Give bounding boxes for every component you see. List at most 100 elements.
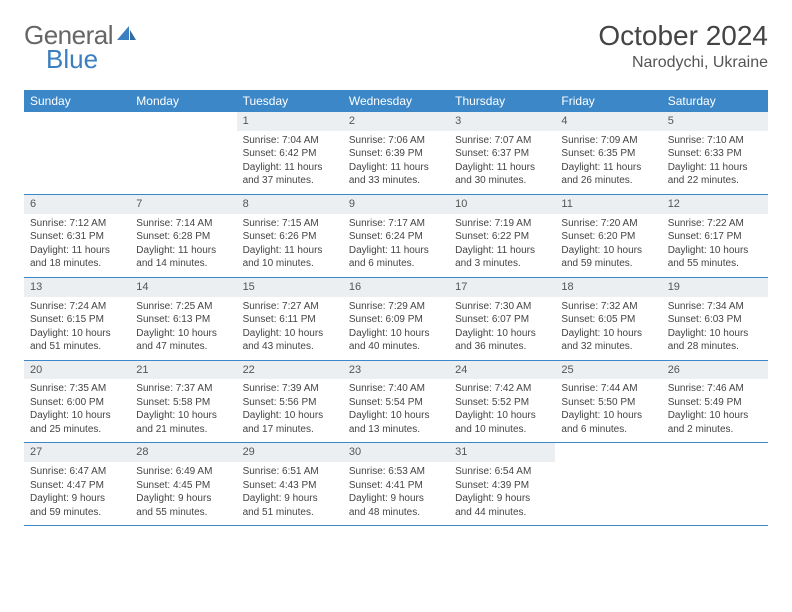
sail-icon [115, 20, 137, 51]
day-cell: 31Sunrise: 6:54 AMSunset: 4:39 PMDayligh… [449, 443, 555, 525]
sunrise-text: Sunrise: 7:09 AM [561, 134, 655, 148]
title-block: October 2024 Narodychi, Ukraine [598, 20, 768, 72]
day-body: Sunrise: 7:30 AMSunset: 6:07 PMDaylight:… [449, 297, 555, 360]
day-number: 11 [555, 195, 661, 214]
sunset-text: Sunset: 5:52 PM [455, 396, 549, 410]
sunrise-text: Sunrise: 7:35 AM [30, 382, 124, 396]
location: Narodychi, Ukraine [598, 54, 768, 72]
day-body: Sunrise: 7:35 AMSunset: 6:00 PMDaylight:… [24, 379, 130, 442]
day-cell: 25Sunrise: 7:44 AMSunset: 5:50 PMDayligh… [555, 361, 661, 443]
weekday-label: Saturday [662, 90, 768, 112]
day-cell [662, 443, 768, 525]
day-cell: 30Sunrise: 6:53 AMSunset: 4:41 PMDayligh… [343, 443, 449, 525]
day-number: 16 [343, 278, 449, 297]
sunset-text: Sunset: 6:33 PM [668, 147, 762, 161]
calendar: Sunday Monday Tuesday Wednesday Thursday… [24, 90, 768, 526]
sunrise-text: Sunrise: 7:06 AM [349, 134, 443, 148]
daylight-text: Daylight: 10 hours and 21 minutes. [136, 409, 230, 436]
sunrise-text: Sunrise: 7:44 AM [561, 382, 655, 396]
sunset-text: Sunset: 6:26 PM [243, 230, 337, 244]
day-cell: 26Sunrise: 7:46 AMSunset: 5:49 PMDayligh… [662, 361, 768, 443]
sunrise-text: Sunrise: 7:17 AM [349, 217, 443, 231]
daylight-text: Daylight: 9 hours and 55 minutes. [136, 492, 230, 519]
sunrise-text: Sunrise: 7:37 AM [136, 382, 230, 396]
daylight-text: Daylight: 10 hours and 47 minutes. [136, 327, 230, 354]
day-body: Sunrise: 7:04 AMSunset: 6:42 PMDaylight:… [237, 131, 343, 194]
day-number: 7 [130, 195, 236, 214]
day-cell: 17Sunrise: 7:30 AMSunset: 6:07 PMDayligh… [449, 278, 555, 360]
day-cell: 20Sunrise: 7:35 AMSunset: 6:00 PMDayligh… [24, 361, 130, 443]
sunset-text: Sunset: 4:45 PM [136, 479, 230, 493]
sunset-text: Sunset: 6:24 PM [349, 230, 443, 244]
day-number: 30 [343, 443, 449, 462]
day-body: Sunrise: 7:09 AMSunset: 6:35 PMDaylight:… [555, 131, 661, 194]
day-number: 23 [343, 361, 449, 380]
sunrise-text: Sunrise: 7:40 AM [349, 382, 443, 396]
day-number: 1 [237, 112, 343, 131]
day-body: Sunrise: 7:14 AMSunset: 6:28 PMDaylight:… [130, 214, 236, 277]
sunset-text: Sunset: 6:05 PM [561, 313, 655, 327]
sunrise-text: Sunrise: 7:42 AM [455, 382, 549, 396]
day-number [130, 112, 236, 116]
sunrise-text: Sunrise: 7:24 AM [30, 300, 124, 314]
sunset-text: Sunset: 6:07 PM [455, 313, 549, 327]
weekday-header: Sunday Monday Tuesday Wednesday Thursday… [24, 90, 768, 112]
day-cell: 5Sunrise: 7:10 AMSunset: 6:33 PMDaylight… [662, 112, 768, 194]
day-cell: 9Sunrise: 7:17 AMSunset: 6:24 PMDaylight… [343, 195, 449, 277]
weekday-label: Sunday [24, 90, 130, 112]
day-body: Sunrise: 6:54 AMSunset: 4:39 PMDaylight:… [449, 462, 555, 525]
sunrise-text: Sunrise: 6:51 AM [243, 465, 337, 479]
day-cell: 12Sunrise: 7:22 AMSunset: 6:17 PMDayligh… [662, 195, 768, 277]
day-cell: 21Sunrise: 7:37 AMSunset: 5:58 PMDayligh… [130, 361, 236, 443]
day-body: Sunrise: 7:46 AMSunset: 5:49 PMDaylight:… [662, 379, 768, 442]
sunset-text: Sunset: 6:22 PM [455, 230, 549, 244]
sunset-text: Sunset: 6:35 PM [561, 147, 655, 161]
day-body: Sunrise: 7:20 AMSunset: 6:20 PMDaylight:… [555, 214, 661, 277]
day-cell: 19Sunrise: 7:34 AMSunset: 6:03 PMDayligh… [662, 278, 768, 360]
day-body: Sunrise: 7:37 AMSunset: 5:58 PMDaylight:… [130, 379, 236, 442]
daylight-text: Daylight: 11 hours and 30 minutes. [455, 161, 549, 188]
day-body: Sunrise: 7:15 AMSunset: 6:26 PMDaylight:… [237, 214, 343, 277]
daylight-text: Daylight: 11 hours and 18 minutes. [30, 244, 124, 271]
daylight-text: Daylight: 10 hours and 55 minutes. [668, 244, 762, 271]
day-body: Sunrise: 6:53 AMSunset: 4:41 PMDaylight:… [343, 462, 449, 525]
day-number: 31 [449, 443, 555, 462]
day-number: 12 [662, 195, 768, 214]
sunset-text: Sunset: 4:43 PM [243, 479, 337, 493]
day-number: 20 [24, 361, 130, 380]
day-body: Sunrise: 7:34 AMSunset: 6:03 PMDaylight:… [662, 297, 768, 360]
sunrise-text: Sunrise: 6:49 AM [136, 465, 230, 479]
daylight-text: Daylight: 11 hours and 10 minutes. [243, 244, 337, 271]
sunset-text: Sunset: 4:47 PM [30, 479, 124, 493]
day-cell: 4Sunrise: 7:09 AMSunset: 6:35 PMDaylight… [555, 112, 661, 194]
daylight-text: Daylight: 11 hours and 6 minutes. [349, 244, 443, 271]
week-row: 6Sunrise: 7:12 AMSunset: 6:31 PMDaylight… [24, 195, 768, 278]
sunrise-text: Sunrise: 7:29 AM [349, 300, 443, 314]
day-body: Sunrise: 7:25 AMSunset: 6:13 PMDaylight:… [130, 297, 236, 360]
sunset-text: Sunset: 4:41 PM [349, 479, 443, 493]
day-cell: 3Sunrise: 7:07 AMSunset: 6:37 PMDaylight… [449, 112, 555, 194]
sunset-text: Sunset: 6:13 PM [136, 313, 230, 327]
sunset-text: Sunset: 5:49 PM [668, 396, 762, 410]
sunrise-text: Sunrise: 6:47 AM [30, 465, 124, 479]
sunset-text: Sunset: 5:58 PM [136, 396, 230, 410]
daylight-text: Daylight: 10 hours and 2 minutes. [668, 409, 762, 436]
sunrise-text: Sunrise: 7:32 AM [561, 300, 655, 314]
daylight-text: Daylight: 10 hours and 28 minutes. [668, 327, 762, 354]
day-number: 22 [237, 361, 343, 380]
day-cell: 8Sunrise: 7:15 AMSunset: 6:26 PMDaylight… [237, 195, 343, 277]
sunset-text: Sunset: 4:39 PM [455, 479, 549, 493]
week-row: 27Sunrise: 6:47 AMSunset: 4:47 PMDayligh… [24, 443, 768, 526]
day-number: 3 [449, 112, 555, 131]
day-cell: 27Sunrise: 6:47 AMSunset: 4:47 PMDayligh… [24, 443, 130, 525]
sunrise-text: Sunrise: 7:46 AM [668, 382, 762, 396]
day-body: Sunrise: 7:17 AMSunset: 6:24 PMDaylight:… [343, 214, 449, 277]
sunrise-text: Sunrise: 7:15 AM [243, 217, 337, 231]
sunrise-text: Sunrise: 7:07 AM [455, 134, 549, 148]
day-body: Sunrise: 6:49 AMSunset: 4:45 PMDaylight:… [130, 462, 236, 525]
sunrise-text: Sunrise: 7:30 AM [455, 300, 549, 314]
day-number: 18 [555, 278, 661, 297]
day-body: Sunrise: 7:07 AMSunset: 6:37 PMDaylight:… [449, 131, 555, 194]
sunrise-text: Sunrise: 7:27 AM [243, 300, 337, 314]
day-body: Sunrise: 7:24 AMSunset: 6:15 PMDaylight:… [24, 297, 130, 360]
